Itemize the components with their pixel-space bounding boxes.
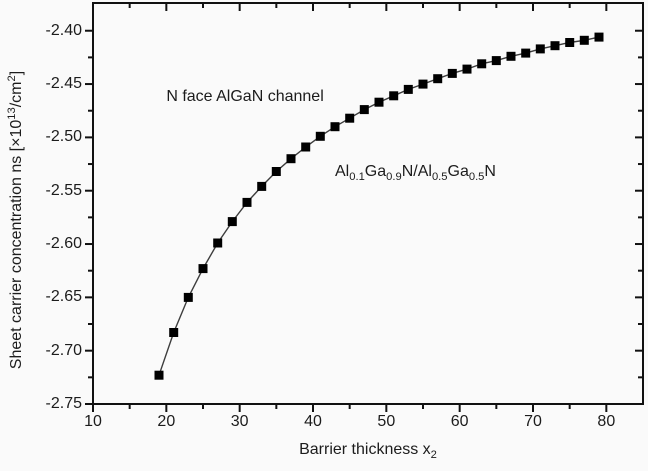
data-point bbox=[579, 35, 589, 45]
data-point bbox=[403, 84, 413, 94]
plot-frame bbox=[92, 2, 644, 405]
data-point bbox=[491, 56, 501, 66]
data-point bbox=[433, 74, 443, 84]
y-tick-label: -2.50 bbox=[45, 128, 82, 146]
data-point bbox=[242, 197, 252, 207]
data-point bbox=[257, 181, 267, 191]
y-tick-label: -2.70 bbox=[45, 341, 82, 359]
data-point bbox=[477, 59, 487, 69]
data-point bbox=[301, 142, 311, 152]
y-tick-label: -2.60 bbox=[45, 235, 82, 253]
x-axis-title: Barrier thickness x2 bbox=[299, 441, 437, 462]
y-axis-title: Sheet carrier concentration ns [×1013/cm… bbox=[5, 70, 26, 370]
data-point bbox=[550, 41, 560, 51]
data-point bbox=[183, 292, 193, 302]
data-point bbox=[213, 238, 223, 248]
x-tick-label: 60 bbox=[450, 413, 469, 430]
data-point bbox=[198, 264, 208, 274]
y-tick-label: -2.75 bbox=[45, 395, 82, 412]
data-point bbox=[315, 131, 325, 141]
data-point bbox=[521, 48, 531, 58]
x-tick-label: 50 bbox=[377, 413, 396, 430]
data-point bbox=[462, 64, 472, 74]
data-point bbox=[389, 91, 399, 101]
x-tick-label: 20 bbox=[157, 413, 176, 430]
data-point bbox=[227, 217, 237, 227]
data-point bbox=[154, 370, 164, 380]
x-tick-label: 70 bbox=[524, 413, 542, 430]
data-point bbox=[418, 79, 428, 89]
data-point bbox=[447, 68, 457, 78]
data-point bbox=[594, 32, 604, 42]
data-point bbox=[359, 105, 369, 115]
y-tick-label: -2.45 bbox=[45, 75, 82, 93]
y-tick-label: -2.65 bbox=[45, 288, 82, 306]
data-point bbox=[271, 167, 281, 176]
data-point bbox=[535, 44, 545, 54]
data-point bbox=[330, 122, 340, 132]
annotation-channel: N face AlGaN channel bbox=[166, 87, 324, 105]
data-point bbox=[374, 97, 384, 107]
annotation-heterostructure: Al0.1Ga0.9N/Al0.5Ga0.5N bbox=[335, 162, 496, 183]
data-point bbox=[286, 154, 296, 164]
data-point bbox=[565, 38, 575, 47]
data-point bbox=[506, 51, 516, 61]
x-tick-label: 30 bbox=[230, 413, 249, 430]
x-tick-label: 40 bbox=[304, 413, 322, 430]
data-point bbox=[169, 328, 179, 337]
data-point bbox=[345, 113, 355, 123]
x-tick-label: 80 bbox=[597, 413, 616, 430]
y-tick-label: -2.40 bbox=[45, 21, 82, 39]
y-tick-label: -2.55 bbox=[45, 181, 82, 199]
x-tick-label: 10 bbox=[84, 413, 102, 430]
